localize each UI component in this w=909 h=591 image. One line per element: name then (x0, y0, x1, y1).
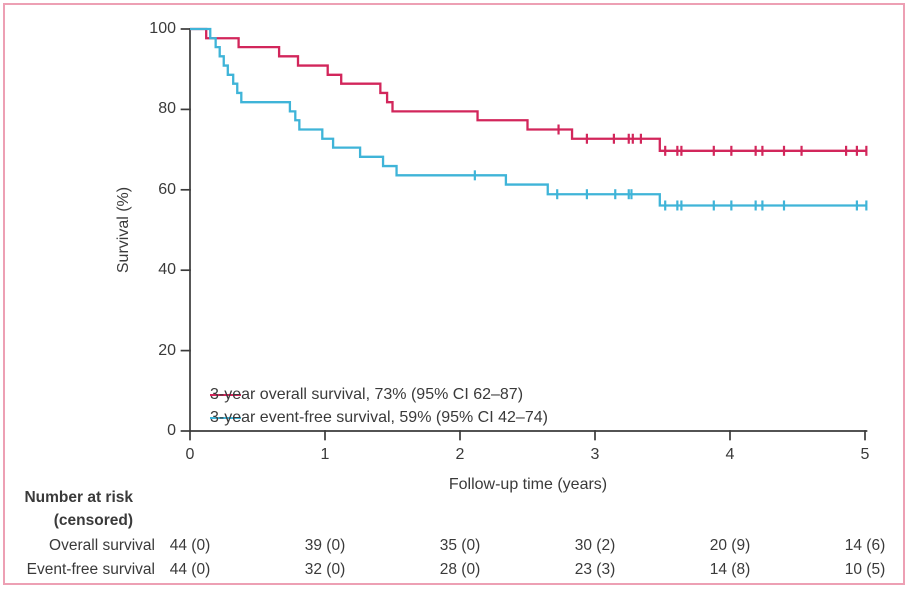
y-tick-label: 100 (149, 20, 176, 37)
axes (180, 28, 868, 441)
x-tick-label: 3 (590, 446, 600, 463)
legend-line-overall-survival-icon (210, 393, 241, 397)
x-axis-title: Follow-up time (years) (448, 476, 608, 493)
risk-value: 32 (0) (304, 561, 346, 578)
risk-value: 20 (9) (709, 537, 751, 554)
risk-value: 44 (0) (169, 537, 211, 554)
censor-tick-marks (473, 124, 868, 211)
y-tick-label: 0 (167, 422, 176, 439)
legend-label-event-free-survival: 3-year event-free survival, 59% (95% CI … (210, 409, 548, 426)
risk-value: 35 (0) (439, 537, 481, 554)
risk-value: 28 (0) (439, 561, 481, 578)
risk-value: 14 (8) (709, 561, 751, 578)
event-free-survival-curve (190, 27, 867, 207)
x-tick-label: 4 (725, 446, 735, 463)
x-tick-label: 5 (860, 446, 870, 463)
y-axis-title: Survival (%) (115, 186, 132, 274)
x-tick-label: 1 (320, 446, 330, 463)
y-tick-label: 60 (158, 180, 176, 198)
risk-value: 10 (5) (844, 561, 886, 578)
risk-value: 23 (3) (574, 561, 616, 578)
y-tick-label: 20 (158, 341, 176, 359)
overall-survival-curve (190, 27, 867, 152)
risk-table-header-line2: (censored) (53, 512, 133, 529)
risk-value: 14 (6) (844, 537, 886, 554)
risk-value: 44 (0) (169, 561, 211, 578)
x-tick-label: 0 (185, 446, 195, 463)
legend-line-event-free-survival-icon (210, 416, 241, 420)
x-tick-label: 2 (455, 446, 465, 463)
risk-value: 39 (0) (304, 537, 346, 554)
survival-curves (190, 27, 867, 207)
risk-value: 30 (2) (574, 537, 616, 554)
risk-row-label-event-free-survival: Event-free survival (26, 561, 155, 578)
axis-lines (189, 28, 868, 432)
risk-row-label-overall-survival: Overall survival (49, 537, 155, 554)
legend-label-overall-survival: 3-year overall survival, 73% (95% CI 62–… (210, 386, 524, 403)
y-tick-label: 80 (158, 100, 176, 118)
y-tick-label: 40 (158, 261, 176, 279)
risk-table-header-line1: Number at risk (24, 489, 133, 506)
